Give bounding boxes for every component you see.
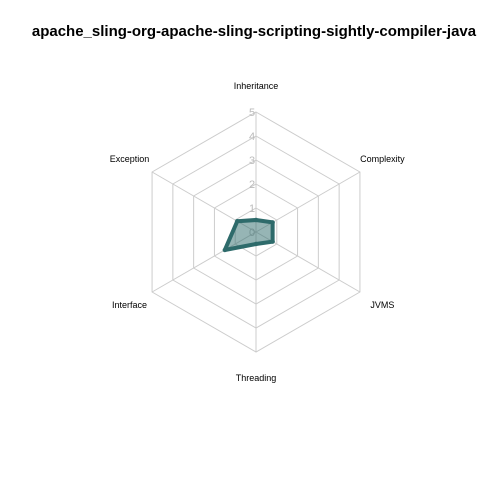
tick-label: 5 (249, 107, 255, 119)
axis-label-threading: Threading (236, 373, 277, 383)
axis-labels: Inheritance Complexity JVMS Threading Interf… (110, 81, 405, 383)
series-layer (222, 217, 275, 253)
chart-title: apache_sling-org-apache-sling-scripting-… (32, 23, 477, 40)
data-point-threading (253, 241, 259, 247)
axis-label-complexity: Complexity (360, 154, 405, 164)
tick-label: 4 (249, 131, 255, 143)
data-point-jvms (270, 239, 275, 244)
axis-label-exception: Exception (110, 154, 150, 164)
series-polygon (222, 218, 275, 252)
tick-label: 3 (249, 155, 255, 167)
data-point-inheritance (253, 217, 259, 223)
axis-label-interface: Interface (112, 300, 147, 310)
data-point-exception (235, 219, 240, 224)
axis-label-jvms: JVMS (370, 300, 394, 310)
data-point-complexity (270, 220, 275, 225)
axis-label-inheritance: Inheritance (234, 81, 279, 91)
data-point-interface (222, 247, 228, 253)
tick-label: 2 (249, 179, 255, 191)
tick-label: 1 (249, 203, 255, 215)
